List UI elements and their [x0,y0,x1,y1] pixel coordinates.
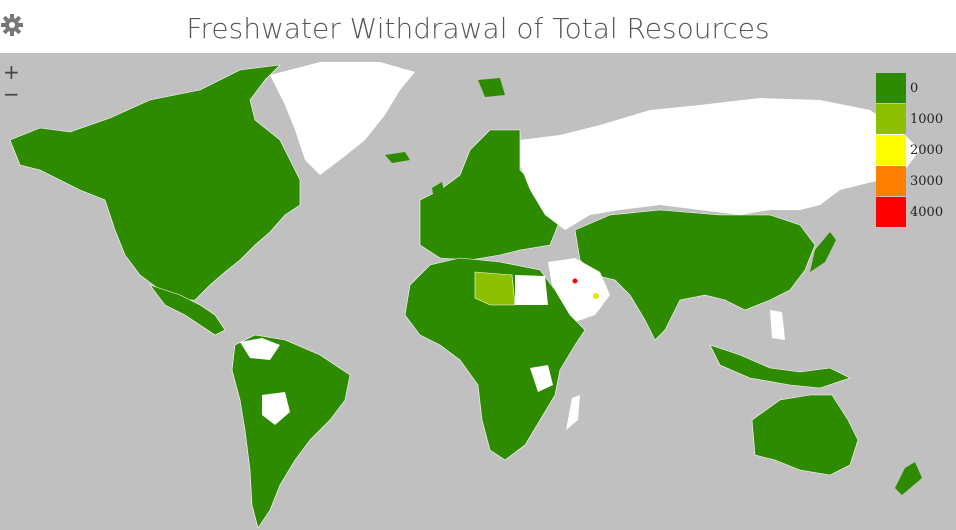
legend: 0 1000 2000 3000 4000 [876,73,956,228]
region-south-america[interactable] [231,334,351,529]
legend-swatch [876,135,906,165]
legend-swatch [876,73,906,103]
region-kuwait[interactable] [572,278,578,284]
region-new-zealand[interactable] [895,462,922,495]
region-asia[interactable] [574,209,816,341]
legend-swatch [876,104,906,134]
gear-icon[interactable] [0,13,24,37]
world-map[interactable] [0,53,956,530]
legend-item: 3000 [876,166,956,197]
region-svalbard[interactable] [478,78,505,97]
page-title: Freshwater Withdrawal of Total Resources [186,12,770,45]
region-no-data-kenya[interactable] [530,365,553,392]
region-africa[interactable] [404,257,586,461]
region-greenland[interactable] [270,62,415,175]
region-russia[interactable] [520,98,920,230]
legend-label: 4000 [910,205,944,220]
zoom-out-button[interactable]: − [3,82,20,106]
region-australia[interactable] [751,394,859,476]
region-uk[interactable] [432,182,447,212]
legend-label: 1000 [910,112,944,127]
region-philippines[interactable] [770,310,785,340]
region-iceland[interactable] [385,152,410,163]
legend-swatch [876,197,906,227]
region-uae[interactable] [593,293,599,299]
legend-item: 1000 [876,104,956,135]
legend-item: 2000 [876,135,956,166]
region-madagascar[interactable] [566,395,580,430]
region-central-america[interactable] [149,284,226,336]
legend-label: 2000 [910,143,944,158]
region-indonesia[interactable] [709,344,851,389]
legend-label: 3000 [910,174,944,189]
region-libya[interactable] [474,271,516,306]
legend-item: 4000 [876,197,956,228]
legend-label: 0 [910,81,919,96]
region-north-america[interactable] [9,64,301,301]
legend-swatch [876,166,906,196]
region-no-data-bolivia[interactable] [262,392,290,425]
region-egypt[interactable] [515,275,548,305]
region-no-data-sa-north[interactable] [240,338,280,360]
zoom-in-button[interactable]: + [3,60,20,84]
region-japan[interactable] [810,232,836,272]
legend-item: 0 [876,73,956,104]
